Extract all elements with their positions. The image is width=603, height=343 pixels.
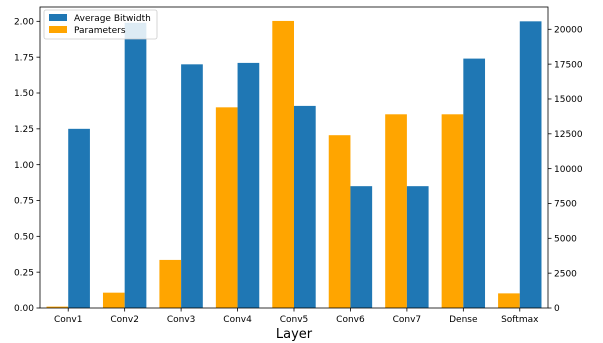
left-tick-label: 1.75	[14, 53, 34, 63]
left-tick-label: 1.00	[14, 161, 34, 171]
x-tick-label-conv4: Conv4	[223, 315, 252, 325]
legend: Average Bitwidth Parameters	[43, 9, 158, 40]
legend-swatch-parameters	[49, 26, 67, 33]
bar-parameters-conv4	[215, 107, 238, 308]
x-tick-label-conv7: Conv7	[393, 315, 422, 325]
right-tick-label: 0	[554, 304, 560, 314]
bar-average-bitwidth-conv2	[124, 22, 147, 309]
x-axis-title: Layer	[276, 327, 313, 342]
x-tick-label-conv1: Conv1	[54, 315, 83, 325]
bars-layer	[46, 20, 542, 309]
bar-parameters-conv6	[328, 135, 351, 308]
right-tick-label: 2500	[554, 269, 577, 279]
left-tick-label: 0.50	[14, 233, 34, 243]
x-axis: Conv1 Conv2 Conv3 Conv4 Conv5 Conv6 Conv7 Dense…	[54, 308, 539, 325]
left-tick-label: 2.00	[14, 18, 34, 28]
x-tick-label-conv6: Conv6	[336, 315, 365, 325]
bar-average-bitwidth-conv7	[406, 186, 429, 308]
bar-parameters-softmax	[498, 293, 520, 308]
left-tick-label: 1.25	[14, 125, 34, 135]
left-tick-label: 1.50	[14, 89, 34, 99]
x-tick-label-softmax: Softmax	[501, 315, 539, 325]
left-tick-label: 0.00	[14, 304, 34, 314]
bar-parameters-conv5	[272, 20, 294, 308]
legend-box	[43, 9, 158, 40]
x-tick-label-conv3: Conv3	[167, 315, 196, 325]
x-tick-label-conv2: Conv2	[110, 315, 139, 325]
legend-swatch-average-bitwidth	[49, 14, 67, 21]
bar-average-bitwidth-conv3	[181, 64, 203, 308]
right-tick-label: 20000	[554, 25, 583, 35]
bar-parameters-conv2	[102, 292, 125, 308]
x-tick-label-dense: Dense	[449, 315, 478, 325]
left-tick-label: 0.75	[14, 197, 34, 207]
legend-label-parameters: Parameters	[74, 26, 126, 36]
bar-average-bitwidth-conv4	[237, 62, 260, 309]
bar-average-bitwidth-conv1	[68, 128, 90, 308]
bar-average-bitwidth-dense	[463, 58, 486, 308]
x-tick-label-conv5: Conv5	[280, 315, 309, 325]
bar-parameters-conv1	[46, 306, 69, 308]
right-tick-label: 7500	[554, 200, 577, 210]
bar-parameters-conv7	[385, 114, 407, 308]
bar-parameters-conv3	[159, 259, 182, 308]
right-tick-label: 10000	[554, 165, 583, 175]
bar-average-bitwidth-conv6	[350, 186, 373, 308]
right-tick-label: 15000	[554, 95, 583, 105]
right-tick-label: 17500	[554, 60, 583, 70]
left-y-axis: 0.00 0.25 0.50 0.75 1.00 1.25 1.50 1.75 2.00	[14, 18, 40, 314]
bar-parameters-dense	[441, 114, 464, 308]
right-tick-label: 5000	[554, 235, 577, 245]
right-y-axis: 0 2500 5000 7500 10000 12500 15000 17500 20000	[548, 25, 583, 314]
left-tick-label: 0.25	[14, 268, 34, 278]
right-tick-label: 12500	[554, 130, 583, 140]
legend-label-average-bitwidth: Average Bitwidth	[74, 14, 151, 24]
bar-average-bitwidth-conv5	[294, 105, 316, 309]
bar-average-bitwidth-softmax	[519, 21, 542, 309]
